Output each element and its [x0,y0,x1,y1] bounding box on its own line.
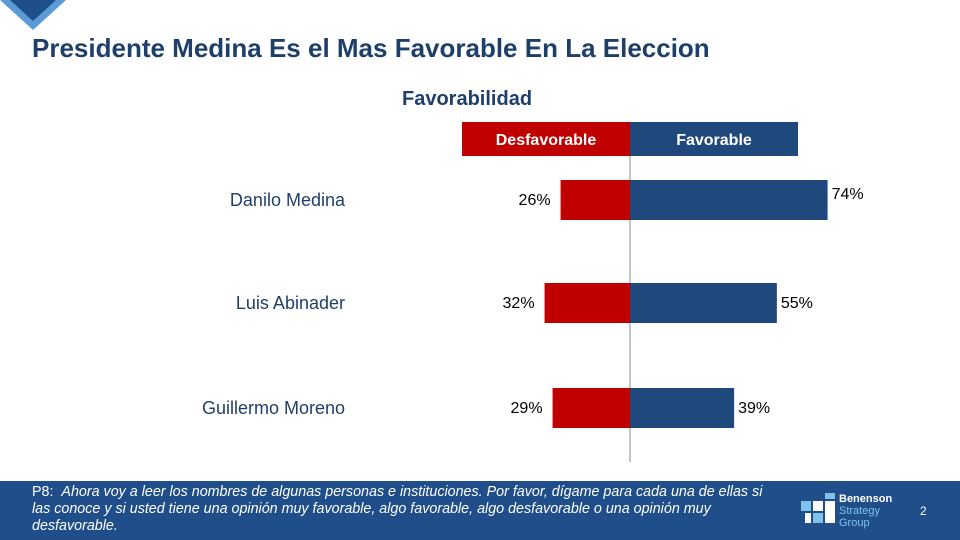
category-label: Danilo Medina [230,190,346,210]
footer-bar: P8: Ahora voy a leer los nombres de algu… [0,481,960,540]
corner-decoration [0,0,66,30]
data-label-favorable: 39% [738,400,770,417]
favorability-chart: Desfavorable Favorable Danilo Medina 26% 74%… [202,122,864,462]
question-text: Ahora voy a leer los nombres de algunas … [32,484,763,534]
bar-unfavorable [552,388,630,428]
bar-favorable [630,283,777,323]
question-note: P8: Ahora voy a leer los nombres de algu… [32,484,784,535]
bar-favorable [630,180,828,220]
category-label: Guillermo Moreno [202,398,345,418]
slide-title: Presidente Medina Es el Mas Favorable En… [32,33,710,63]
question-label: P8: [32,484,54,500]
bar-unfavorable [560,180,630,220]
data-label-unfavorable: 29% [511,400,543,417]
legend-unfavorable-label: Desfavorable [496,132,597,149]
logo-line-1: Benenson [839,493,893,505]
legend-favorable-box [630,122,798,156]
company-logo: Benenson Strategy Group [801,491,913,531]
bar-favorable [630,388,735,428]
category-label: Luis Abinader [236,293,345,313]
logo-line-2: Strategy [839,505,880,517]
data-label-favorable: 74% [832,186,864,203]
bar-unfavorable [544,283,630,323]
chart-title: Favorabilidad [402,88,533,110]
page-number: 2 [920,504,927,518]
data-label-unfavorable: 26% [519,192,551,209]
data-label-favorable: 55% [781,295,813,312]
logo-mark-icon [801,493,835,523]
data-label-unfavorable: 32% [503,295,535,312]
legend-unfavorable-box [462,122,630,156]
logo-line-3: Group [839,517,870,529]
legend-favorable-label: Favorable [676,132,752,149]
